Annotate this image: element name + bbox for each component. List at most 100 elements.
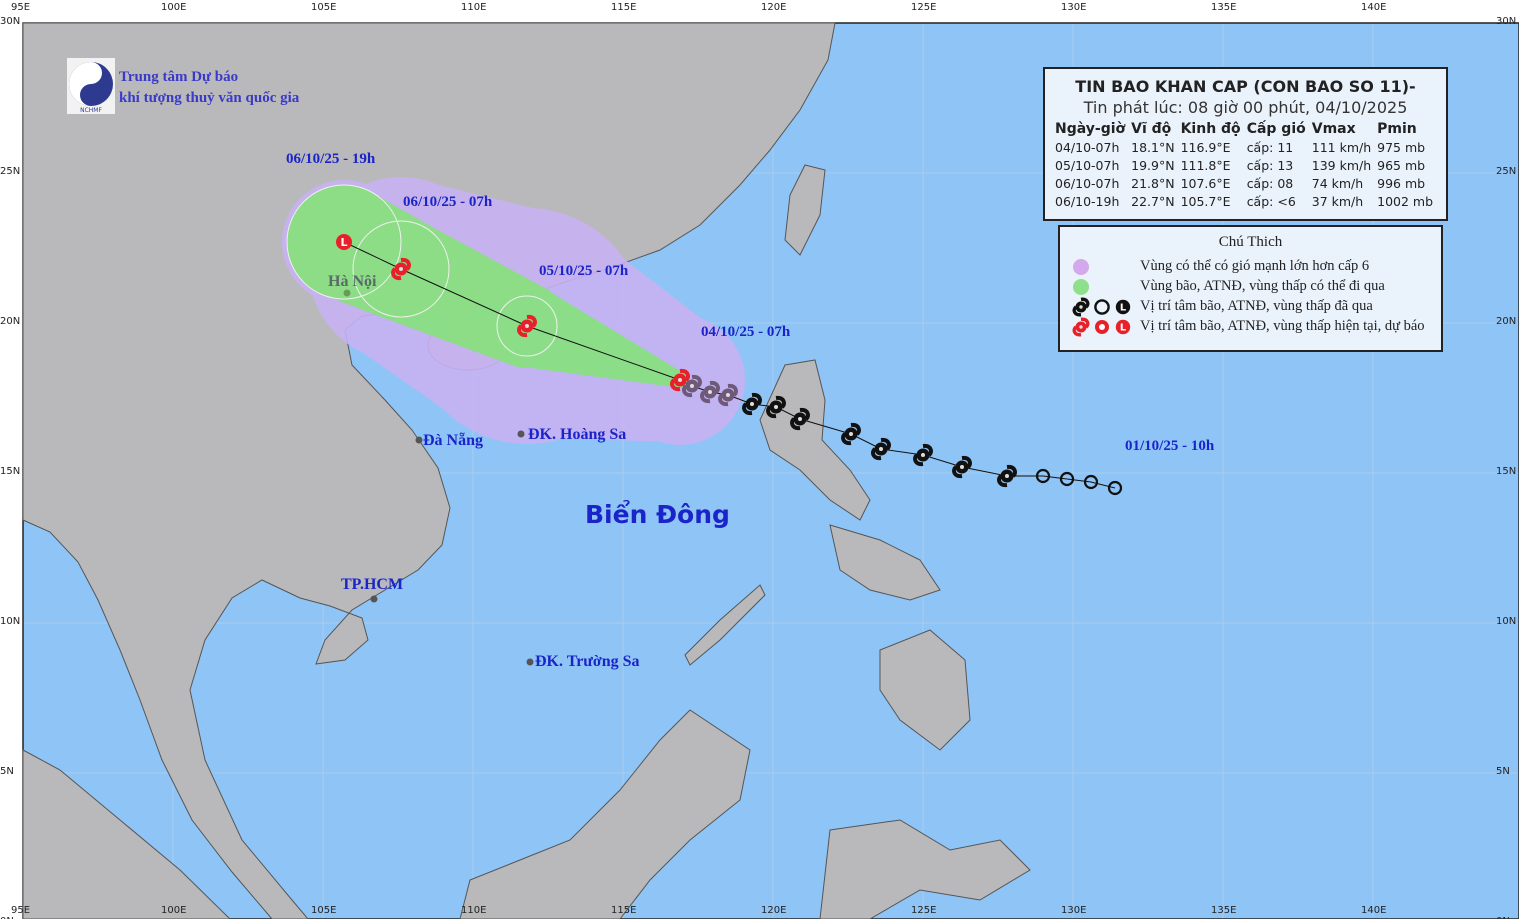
lat-tick-label: 0N — [0, 916, 14, 919]
org-line-1: Trung tâm Dự báo — [119, 69, 239, 85]
place-label-hcm: TP.HCM — [341, 576, 404, 593]
storm-symbol-icon — [1095, 320, 1109, 334]
table-row: 06/10-19h 22.7°N 105.7°E cấp: <6 37 km/h 1002… — [1053, 193, 1437, 211]
storm-symbol-icon — [766, 395, 786, 419]
table-cell: 74 km/h — [1311, 176, 1364, 191]
legend-title: Chú Thich — [1218, 234, 1283, 250]
storm-symbol-icon — [700, 380, 720, 404]
lon-tick-label: 125E — [911, 905, 937, 916]
time-label: 05/10/25 - 07h — [539, 263, 629, 279]
place-label-hoangsa: ĐK. Hoàng Sa — [528, 426, 627, 443]
lat-tick-label: 10N — [1496, 616, 1517, 627]
forecast-circle — [352, 220, 450, 318]
table-cell: 19.9°N — [1131, 158, 1175, 173]
place-marker — [517, 430, 525, 438]
table-cell: 18.1°N — [1131, 140, 1175, 155]
table-cell: 06/10-07h — [1055, 176, 1120, 191]
table-cell: 37 km/h — [1311, 194, 1364, 209]
depression-icon — [1035, 468, 1051, 484]
time-label: 01/10/25 - 10h — [1125, 438, 1215, 454]
place-marker — [526, 658, 534, 666]
lon-tick-label: 130E — [1061, 905, 1087, 916]
table-cell: cấp: 11 — [1246, 140, 1294, 155]
table-cell: 04/10-07h — [1055, 140, 1120, 155]
time-label: 06/10/25 - 07h — [403, 194, 493, 210]
table-cell: 06/10-19h — [1055, 194, 1120, 209]
lon-tick-label: 135E — [1211, 905, 1237, 916]
lon-tick-label: 110E — [461, 905, 487, 916]
table-cell: 22.7°N — [1131, 194, 1175, 209]
col-wind-level: Cấp gió — [1246, 121, 1306, 137]
land-palawan — [684, 584, 766, 666]
bulletin-box: TIN BAO KHAN CAP (CON BAO SO 11)- Tin ph… — [1043, 67, 1448, 221]
svg-text:L: L — [340, 236, 347, 249]
lat-tick-label: 15N — [1496, 466, 1517, 477]
land-sulawesi — [819, 819, 1031, 919]
table-header: Ngày-giờ Vĩ độ Kinh độ Cấp gió Vmax Pmin — [1053, 121, 1437, 139]
forecast-circle — [286, 184, 402, 300]
legend-text: Vị trí tâm bão, ATNĐ, vùng thấp đã qua — [1140, 298, 1373, 314]
lon-tick-label: 140E — [1361, 905, 1387, 916]
table-row: 06/10-07h 21.8°N 107.6°E cấp: 08 74 km/h 996 … — [1053, 175, 1437, 193]
storm-symbol-icon — [682, 374, 702, 398]
table-cell: cấp: 08 — [1246, 176, 1294, 191]
table-cell: cấp: <6 — [1246, 194, 1296, 209]
lon-tick-label: 120E — [761, 2, 787, 13]
storm-symbol-icon — [742, 392, 762, 416]
place-label-danang: Đà Nẵng — [423, 432, 484, 449]
storm-symbol-icon — [1072, 297, 1090, 317]
logo-emblem-icon: NCHMF — [69, 62, 113, 114]
land-borneo — [459, 709, 751, 919]
storm-symbol-icon — [997, 464, 1017, 488]
lon-tick-label: 135E — [1211, 2, 1237, 13]
place-label-hanoi: Hà Nội — [328, 273, 377, 290]
lon-tick-label: 110E — [461, 2, 487, 13]
land-taiwan — [784, 164, 826, 256]
organization-name: Trung tâm Dự báo khí tượng thuỷ văn quốc… — [119, 67, 299, 109]
depression-icon — [1107, 480, 1123, 496]
lon-tick-label: 130E — [1061, 2, 1087, 13]
lon-tick-label: 95E — [11, 2, 31, 13]
lon-tick-label: 115E — [611, 2, 637, 13]
depression-icon — [1094, 299, 1110, 315]
lat-tick-label: 5N — [1496, 766, 1510, 777]
lon-tick-label: 95E — [11, 905, 31, 916]
table-cell: 116.9°E — [1180, 140, 1231, 155]
land-sumatra — [22, 749, 231, 919]
table-cell: cấp: 13 — [1246, 158, 1294, 173]
low-pressure-icon: L — [336, 234, 352, 250]
storm-symbol-icon — [391, 257, 411, 281]
place-marker — [370, 595, 378, 603]
storm-symbol-icon — [670, 368, 690, 392]
table-cell: 996 mb — [1377, 176, 1426, 191]
lat-tick-label: 30N — [0, 16, 21, 27]
svg-text:L: L — [1120, 303, 1127, 314]
lat-tick-label: 25N — [0, 166, 21, 177]
land-visayas — [829, 524, 941, 601]
col-pmin: Pmin — [1377, 121, 1417, 137]
sea-label: Biển Đông — [585, 500, 730, 529]
storm-symbol-icon — [1072, 317, 1090, 337]
forecast-circle — [496, 295, 558, 357]
storm-symbol-icon — [841, 422, 861, 446]
lon-tick-label: 140E — [1361, 2, 1387, 13]
lat-tick-label: 20N — [1496, 316, 1517, 327]
depression-icon — [1083, 474, 1099, 490]
table-cell: 111 km/h — [1311, 140, 1372, 155]
depression-icon — [1059, 471, 1075, 487]
lon-tick-label: 125E — [911, 2, 937, 13]
table-row: 05/10-07h 19.9°N 111.8°E cấp: 13 139 km/h 965… — [1053, 157, 1437, 175]
storm-symbol-icon: L — [1115, 299, 1131, 315]
lon-tick-label: 115E — [611, 905, 637, 916]
land-mindanao — [879, 629, 971, 751]
lat-tick-label: 15N — [0, 466, 21, 477]
table-cell: 965 mb — [1377, 158, 1426, 173]
lon-tick-label: 120E — [761, 905, 787, 916]
col-datetime: Ngày-giờ — [1055, 121, 1126, 137]
nchmf-logo: NCHMF — [67, 58, 115, 114]
past-storm-symbols-icon: L — [1072, 297, 1131, 317]
table-cell: 21.8°N — [1131, 176, 1175, 191]
storm-symbol-icon — [718, 383, 738, 407]
forecast-table: Ngày-giờ Vĩ độ Kinh độ Cấp gió Vmax Pmin… — [1053, 121, 1437, 211]
